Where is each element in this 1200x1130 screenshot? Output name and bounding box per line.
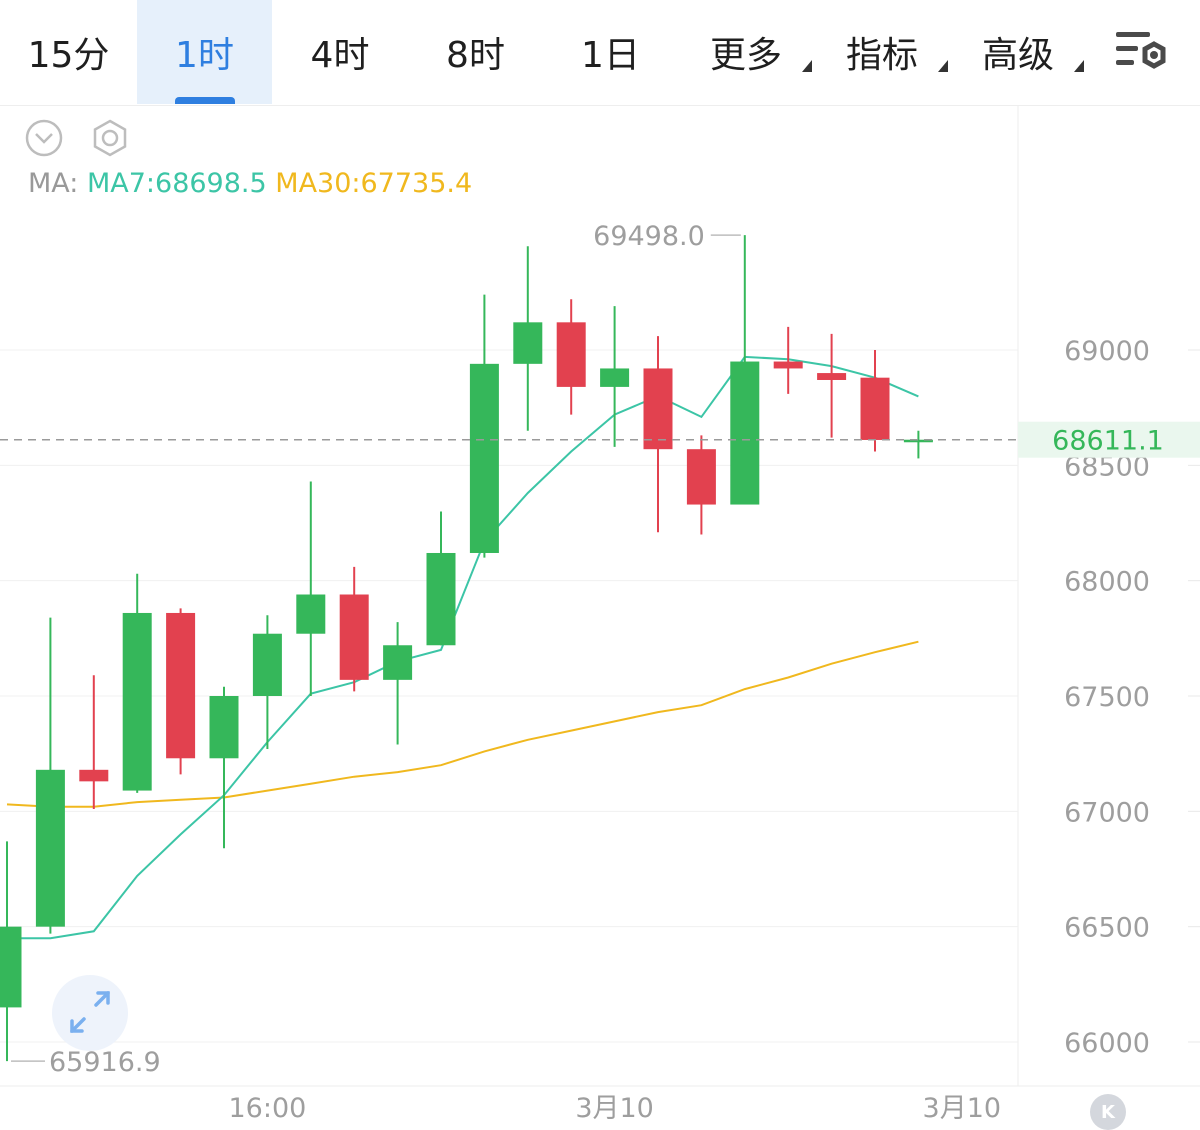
timeframe-tabs: 15分 1时 4时 8时 1日 更多 指标 高级 (0, 0, 1200, 106)
tab-5[interactable]: 更多 (678, 0, 814, 104)
chart-settings-icon[interactable] (1112, 26, 1172, 78)
candle-body (252, 633, 282, 696)
candle-body (122, 612, 152, 791)
x-tick-label: 3月10 (923, 1093, 1002, 1123)
current-price-tag-bg (1018, 421, 1200, 458)
tab-label: 高级 (981, 35, 1054, 76)
candle-body (0, 926, 22, 1008)
candle-body (773, 361, 803, 369)
x-tick-label: 16:00 (228, 1093, 306, 1123)
candle-body (600, 368, 630, 387)
ma-legend: MA: MA7:68698.5 MA30:67735.4 (28, 168, 472, 199)
tab-6[interactable]: 指标 (814, 0, 950, 104)
candle-body (513, 322, 543, 364)
candle-body (556, 322, 586, 387)
candle-body (817, 373, 847, 380)
dropdown-triangle-icon (802, 60, 812, 72)
y-tick-label: 66000 (1064, 1028, 1150, 1059)
k-logo: K (1090, 1094, 1126, 1130)
tab-label: 15分 (27, 35, 110, 76)
candle-body (35, 769, 65, 927)
chevron-down-circle-icon[interactable] (24, 118, 64, 158)
x-tick-label: 3月10 (575, 1093, 654, 1123)
candle-body (296, 594, 326, 634)
tab-label: 指标 (845, 35, 918, 76)
candle-body (209, 696, 239, 759)
candle-body (79, 769, 109, 782)
expand-arrows-icon[interactable] (52, 975, 128, 1051)
dropdown-triangle-icon (1074, 60, 1084, 72)
y-tick-label: 67500 (1064, 682, 1150, 713)
candle-body (339, 594, 369, 680)
tab-2[interactable]: 4时 (272, 0, 408, 104)
min-price-label: 65916.9 (49, 1047, 161, 1078)
y-tick-label: 67000 (1064, 797, 1150, 828)
candle-body (686, 449, 716, 505)
candle-body (383, 645, 413, 680)
candle-body (903, 439, 933, 443)
candle-body (730, 361, 760, 505)
tab-3[interactable]: 8时 (408, 0, 543, 104)
tab-4[interactable]: 1日 (543, 0, 678, 104)
tab-7[interactable]: 高级 (950, 0, 1086, 104)
candle-body (469, 363, 499, 553)
candle-body (643, 368, 673, 450)
candle-body (426, 552, 456, 646)
ma-prefix: MA: (28, 168, 79, 199)
y-tick-label: 66500 (1064, 913, 1150, 944)
candle-body (860, 377, 890, 440)
hexagon-gear-icon[interactable] (90, 118, 130, 158)
y-tick-label: 68000 (1064, 567, 1150, 598)
ma30-value: MA30:67735.4 (275, 168, 473, 199)
tab-label: 更多 (709, 35, 782, 76)
ma7-value: MA7:68698.5 (86, 168, 267, 199)
tab-label: 1日 (581, 35, 640, 76)
ma30-line (6, 640, 919, 808)
tab-label: 8时 (446, 35, 505, 76)
tab-0[interactable]: 15分 (0, 0, 137, 104)
current-price-label: 68611.1 (1052, 426, 1164, 457)
tab-label: 1时 (175, 35, 234, 76)
max-price-label: 69498.0 (593, 221, 705, 252)
tab-1[interactable]: 1时 (137, 0, 272, 104)
ma7-line (7, 355, 919, 940)
tab-label: 4时 (310, 35, 370, 76)
candle-body (166, 612, 196, 759)
dropdown-triangle-icon (938, 60, 948, 72)
y-tick-label: 69000 (1064, 336, 1150, 367)
